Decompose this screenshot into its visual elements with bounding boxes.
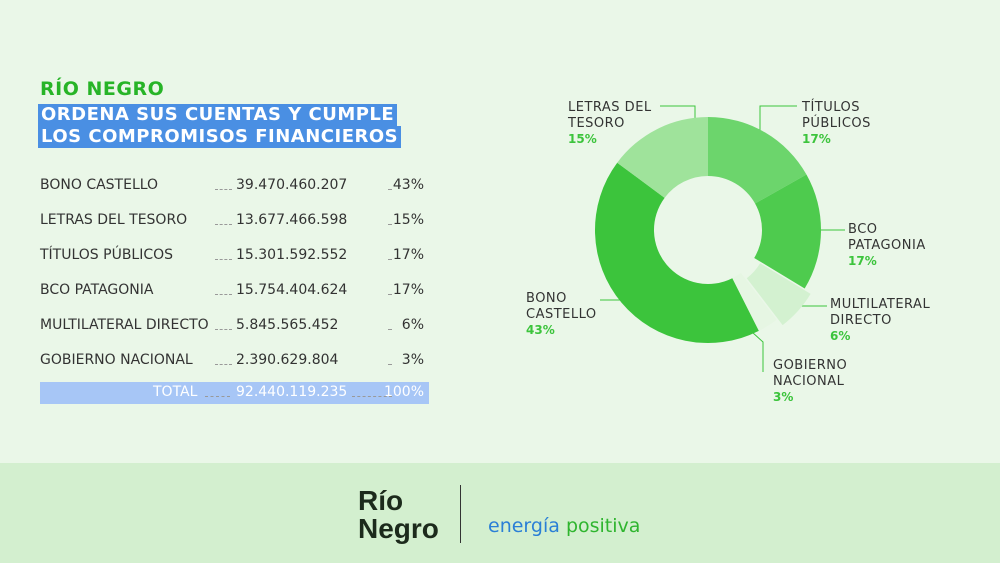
tagline-word: positiva <box>565 515 641 537</box>
tagline-word: energía <box>488 515 560 537</box>
slice <box>594 162 759 344</box>
category: MULTILATERAL DIRECTO <box>830 297 931 328</box>
dash <box>215 259 232 260</box>
cell: 17% <box>392 247 424 263</box>
subtitle: LOS COMPROMISOS FINANCIEROS <box>38 126 402 148</box>
title: RÍO NEGRO <box>40 78 165 100</box>
value-label: 6% <box>830 329 851 343</box>
category: BONO CASTELLO <box>526 291 597 322</box>
slice-label: LETRAS DEL TESORO 15% <box>568 100 663 146</box>
cell: MULTILATERAL DIRECTO <box>40 317 209 333</box>
table-row: LETRAS DEL TESORO 13.677.466.598 15% <box>40 210 424 232</box>
cell: TOTAL <box>153 384 198 400</box>
slice-label: TÍTULOS PÚBLICOS 17% <box>802 100 882 146</box>
dash <box>215 294 232 295</box>
dash <box>388 259 392 260</box>
category: GOBIERNO NACIONAL <box>773 358 848 389</box>
cell: 43% <box>392 177 424 193</box>
slice <box>754 174 822 289</box>
dash <box>352 396 392 397</box>
slice <box>732 272 777 331</box>
dash <box>205 396 230 397</box>
dash <box>388 294 392 295</box>
category: BCO PATAGONIA <box>848 222 926 253</box>
table-row: TÍTULOS PÚBLICOS 15.301.592.552 17% <box>40 245 424 267</box>
cell: 92.440.119.235 <box>236 384 348 400</box>
category: TÍTULOS PÚBLICOS <box>802 100 871 131</box>
tagline: energía positiva <box>488 515 640 537</box>
cell: 39.470.460.207 <box>236 177 348 193</box>
leader <box>759 105 797 140</box>
cell: 3% <box>401 352 424 368</box>
cell: BONO CASTELLO <box>40 177 159 193</box>
slice <box>746 263 811 326</box>
slice-label: MULTILATERAL DIRECTO 6% <box>830 297 945 343</box>
cell: TÍTULOS PÚBLICOS <box>40 247 174 263</box>
value-label: 15% <box>568 132 597 146</box>
dash <box>215 224 232 225</box>
subtitle: ORDENA SUS CUENTAS Y CUMPLE <box>38 104 398 126</box>
leader <box>751 331 764 372</box>
logo: Negro <box>358 513 439 544</box>
footer: Río Negro energía positiva <box>0 463 1000 563</box>
slice-label: GOBIERNO NACIONAL 3% <box>773 358 868 404</box>
table-row: BONO CASTELLO 39.470.460.207 43% <box>40 175 424 197</box>
slice <box>617 117 708 198</box>
value-label: 43% <box>526 323 555 337</box>
value-label: 17% <box>802 132 831 146</box>
total-bar <box>40 382 429 404</box>
table-row: BCO PATAGONIA 15.754.404.624 17% <box>40 280 424 302</box>
cell: 5.845.565.452 <box>236 317 339 333</box>
cell: 15% <box>392 212 424 228</box>
cell: LETRAS DEL TESORO <box>40 212 188 228</box>
category: LETRAS DEL TESORO <box>568 100 652 131</box>
value-label: 3% <box>773 390 794 404</box>
dash <box>388 224 392 225</box>
dash <box>215 189 232 190</box>
divider <box>460 485 461 543</box>
slice <box>708 117 807 204</box>
dash <box>388 329 392 330</box>
cell: 15.754.404.624 <box>236 282 348 298</box>
cell: 100% <box>383 384 424 400</box>
dash <box>215 329 232 330</box>
logo: Río <box>358 485 404 516</box>
cell: 13.677.466.598 <box>236 212 348 228</box>
slice-label: BONO CASTELLO 43% <box>526 291 606 337</box>
chart <box>594 105 845 372</box>
cell: 17% <box>392 282 424 298</box>
cell: BCO PATAGONIA <box>40 282 154 298</box>
total-row: TOTAL 92.440.119.235 100% <box>40 382 424 404</box>
dash <box>215 364 232 365</box>
cell: 6% <box>401 317 424 333</box>
table-row: MULTILATERAL DIRECTO 5.845.565.452 6% <box>40 315 424 337</box>
value-label: 17% <box>848 254 877 268</box>
dash <box>388 364 392 365</box>
cell: 2.390.629.804 <box>236 352 339 368</box>
cell: 15.301.592.552 <box>236 247 348 263</box>
slice-label: BCO PATAGONIA 17% <box>848 222 943 268</box>
dash <box>388 189 392 190</box>
table-row: GOBIERNO NACIONAL 2.390.629.804 3% <box>40 350 424 372</box>
cell: GOBIERNO NACIONAL <box>40 352 193 368</box>
